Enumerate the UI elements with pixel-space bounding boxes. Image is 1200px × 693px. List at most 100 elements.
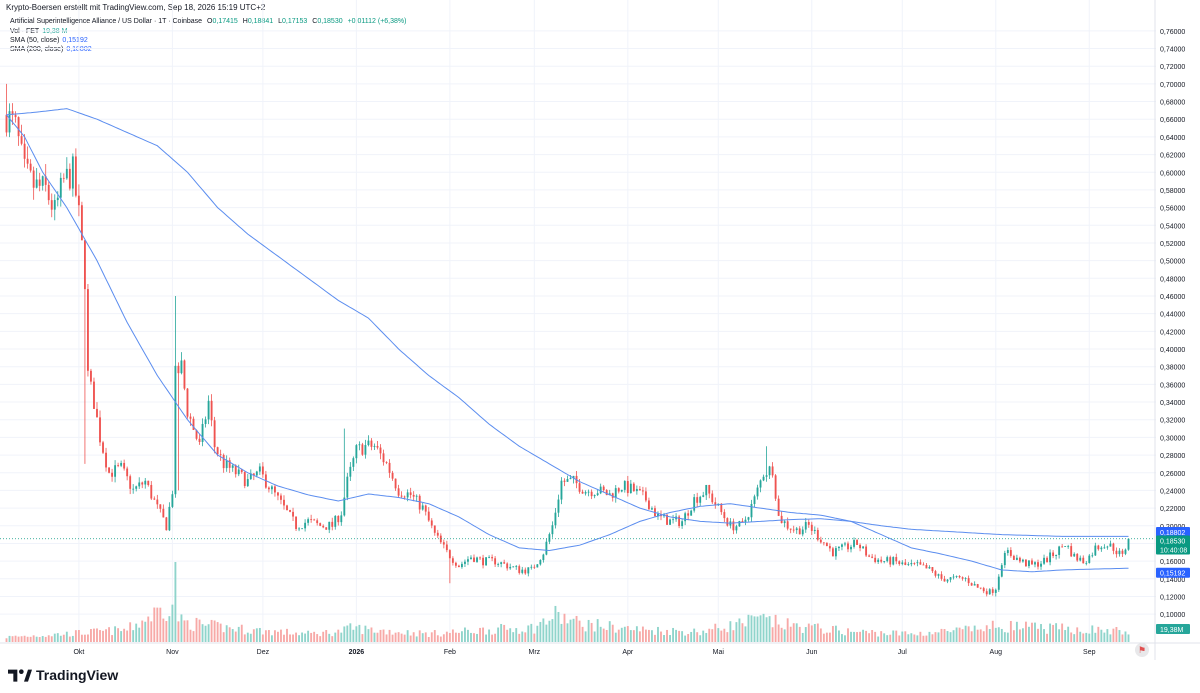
volume-bar [87,634,89,642]
sma50-line [6,114,1129,573]
candle-body [503,562,506,564]
volume-bar [557,612,560,642]
volume-label[interactable]: Vol · FET [10,28,40,35]
y-tick-label: 0,48000 [1160,276,1185,283]
candle-body [527,567,530,574]
volume-bar [868,633,871,642]
y-tick-label: 0,12000 [1160,594,1185,601]
volume-bar [204,625,207,642]
volume-bar [252,629,255,642]
y-tick-label: 0,22000 [1160,506,1185,513]
volume-bar [1000,628,1003,642]
candle-body [1070,546,1073,557]
candle-body [868,555,871,557]
volume-bar [65,631,68,642]
candle-body [542,554,545,561]
volume-bar [485,634,488,642]
volume-bar [261,634,264,642]
symbol-legend[interactable]: Artificial Superintelligence Alliance / … [10,18,406,25]
volume-bar [117,628,120,642]
sma50-legend[interactable]: SMA (50, close) 0,15192 [10,37,88,44]
low-value: 0,17153 [281,18,308,25]
volume-bar [970,631,973,642]
candle-body [958,575,961,578]
tradingview-logo[interactable]: TradingView [8,667,118,683]
volume-bar [316,634,319,642]
candle-body [44,176,47,185]
candle-body [759,480,762,488]
candle-body [198,438,201,442]
candle-body [608,493,611,496]
candle-body [762,476,765,481]
candle-body [961,577,964,579]
volume-bar [349,623,352,642]
candle-body [1115,550,1118,555]
symbol-title[interactable]: Artificial Superintelligence Alliance / … [10,18,203,25]
candle-body [11,111,14,115]
volume-bar [1064,630,1067,642]
volume-bar [635,626,638,642]
candle-body [988,589,991,595]
volume-bar [201,624,204,642]
volume-bar [274,630,276,642]
candle-body [834,548,837,557]
sma200-line [6,108,1129,537]
y-tick-label: 0,36000 [1160,382,1185,389]
candle-body [937,574,940,576]
volume-bar [750,615,753,642]
volume-bar [958,627,961,642]
candle-body [304,522,307,529]
candle-body [159,504,162,509]
globe-flag-icon[interactable]: ⚑ [1135,643,1149,657]
volume-bar [753,616,756,642]
sma200-label[interactable]: SMA (200, close) [10,46,64,53]
sma50-label[interactable]: SMA (50, close) [10,37,60,44]
volume-bar [96,628,98,642]
volume-bar [973,625,976,642]
candle-body [687,513,690,516]
candle-body [822,542,825,544]
volume-bar [1040,624,1042,642]
volume-bar [473,633,475,642]
volume-bar [744,626,747,642]
candle-body [711,493,714,503]
candle-body [177,365,180,374]
y-tick-label: 0,30000 [1160,435,1185,442]
volume-bar [807,623,810,642]
candle-body [955,575,958,577]
volume-bar [337,629,340,642]
candle-body [871,556,874,558]
candle-body [394,478,397,489]
volume-bar [14,635,17,642]
candle-body [581,491,584,494]
candle-body [705,484,708,496]
candle-body [651,508,653,510]
candle-body [512,566,515,568]
volume-bar [756,616,759,642]
volume-bar [596,619,599,642]
volume-bar [554,605,557,642]
candle-body [77,195,80,206]
candle-body [1109,543,1112,547]
volume-bar [361,634,364,642]
volume-bar [322,631,325,642]
change-value: +0,01112 (+6,38%) [347,18,407,25]
volume-bar [997,627,1000,642]
volume-bar [1025,621,1027,642]
volume-bar [331,636,334,642]
candle-body [50,200,53,210]
candle-body [551,525,554,535]
volume-legend[interactable]: Vol · FET 19,38 M [10,28,67,35]
candle-body [638,488,641,491]
candle-body [850,546,852,550]
candle-body [334,515,337,527]
candle-body [1031,560,1033,565]
candle-body [470,557,472,560]
volume-bar [1003,632,1006,642]
volume-bar [325,630,328,642]
candle-body [204,419,207,424]
candle-body [765,475,768,477]
candle-body [430,520,433,526]
volume-bar [575,615,578,642]
